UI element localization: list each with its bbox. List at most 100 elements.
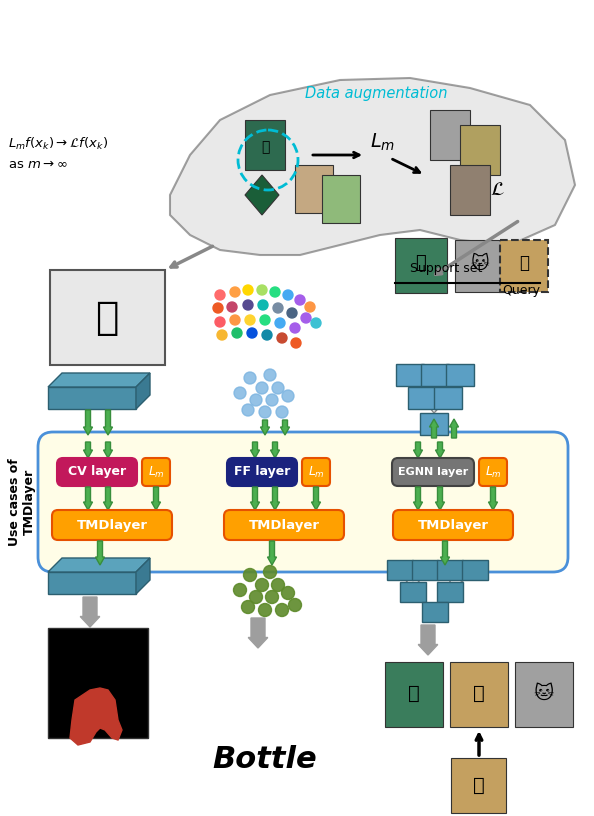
Text: Support set: Support set: [410, 262, 482, 275]
FancyArrow shape: [251, 442, 260, 458]
Circle shape: [287, 308, 297, 318]
Text: $L_m$: $L_m$: [485, 464, 501, 480]
FancyBboxPatch shape: [227, 458, 297, 486]
Circle shape: [215, 290, 225, 300]
Text: Query: Query: [502, 284, 540, 297]
Bar: [437, 582, 463, 602]
Polygon shape: [136, 373, 150, 409]
Circle shape: [311, 318, 321, 328]
Bar: [500, 240, 548, 292]
Bar: [455, 240, 505, 292]
Circle shape: [255, 579, 268, 592]
FancyArrow shape: [270, 487, 280, 510]
Text: 🐕: 🐕: [473, 775, 485, 795]
Text: 🦜: 🦜: [261, 140, 269, 154]
Bar: [437, 560, 463, 580]
FancyArrow shape: [84, 442, 93, 458]
Bar: [430, 110, 470, 160]
Bar: [434, 387, 462, 409]
Bar: [412, 560, 438, 580]
Circle shape: [276, 604, 289, 617]
Text: 🐱: 🐱: [534, 684, 554, 703]
Text: $L_m$: $L_m$: [147, 464, 165, 480]
Text: Data augmentation: Data augmentation: [305, 86, 447, 101]
Circle shape: [243, 285, 253, 295]
Bar: [450, 165, 490, 215]
FancyArrow shape: [261, 420, 270, 435]
FancyArrow shape: [103, 442, 112, 458]
Circle shape: [264, 369, 276, 381]
Text: $\mathcal{L}$: $\mathcal{L}$: [490, 180, 505, 199]
FancyArrow shape: [435, 487, 444, 510]
Bar: [48, 387, 136, 409]
FancyBboxPatch shape: [392, 458, 474, 486]
Circle shape: [260, 315, 270, 325]
Circle shape: [230, 315, 240, 325]
FancyBboxPatch shape: [393, 510, 513, 540]
Circle shape: [215, 317, 225, 327]
Circle shape: [247, 328, 257, 338]
Bar: [245, 120, 285, 170]
Text: Use cases of
TMDlayer: Use cases of TMDlayer: [8, 458, 36, 546]
FancyArrow shape: [413, 487, 422, 510]
FancyArrow shape: [103, 487, 112, 510]
FancyArrow shape: [251, 487, 260, 510]
Circle shape: [290, 323, 300, 333]
Polygon shape: [48, 373, 150, 387]
Circle shape: [282, 390, 294, 402]
Polygon shape: [70, 688, 122, 745]
Bar: [462, 560, 488, 580]
Circle shape: [213, 303, 223, 313]
Bar: [422, 602, 448, 622]
Text: $L_m f(x_k) \rightarrow \mathcal{L}f(x_k)$: $L_m f(x_k) \rightarrow \mathcal{L}f(x_k…: [8, 136, 108, 152]
FancyBboxPatch shape: [38, 432, 568, 572]
FancyArrow shape: [84, 487, 93, 510]
FancyBboxPatch shape: [479, 458, 507, 486]
FancyBboxPatch shape: [224, 510, 344, 540]
Circle shape: [256, 382, 268, 394]
Circle shape: [217, 330, 227, 340]
Circle shape: [250, 394, 262, 406]
Text: EGNN layer: EGNN layer: [398, 467, 468, 477]
Circle shape: [249, 591, 263, 604]
FancyBboxPatch shape: [52, 510, 172, 540]
Text: $L_m$: $L_m$: [370, 132, 395, 153]
Bar: [48, 628, 148, 738]
FancyArrow shape: [80, 597, 100, 627]
FancyArrow shape: [103, 410, 112, 435]
FancyArrow shape: [248, 618, 268, 648]
FancyArrow shape: [280, 420, 289, 435]
Polygon shape: [170, 78, 575, 255]
Circle shape: [258, 604, 271, 617]
Circle shape: [273, 303, 283, 313]
Bar: [50, 270, 165, 365]
Circle shape: [233, 583, 247, 596]
Text: $\mathrm{as}\ m \rightarrow \infty$: $\mathrm{as}\ m \rightarrow \infty$: [8, 158, 68, 171]
Bar: [515, 662, 573, 727]
Circle shape: [234, 387, 246, 399]
FancyArrow shape: [435, 442, 444, 458]
FancyArrow shape: [96, 541, 105, 565]
Text: $L_m$: $L_m$: [308, 464, 324, 480]
Circle shape: [283, 290, 293, 300]
Circle shape: [259, 406, 271, 418]
Bar: [48, 572, 136, 594]
Bar: [387, 560, 413, 580]
Circle shape: [272, 382, 284, 394]
Circle shape: [242, 601, 254, 614]
Bar: [460, 125, 500, 175]
FancyArrow shape: [413, 442, 422, 458]
FancyBboxPatch shape: [302, 458, 330, 486]
Circle shape: [243, 300, 253, 310]
FancyArrow shape: [488, 487, 498, 510]
Text: Bottle: Bottle: [213, 746, 317, 774]
Circle shape: [271, 579, 285, 592]
FancyArrow shape: [418, 625, 438, 655]
Circle shape: [262, 330, 272, 340]
Text: FF layer: FF layer: [234, 465, 290, 478]
Polygon shape: [48, 558, 150, 572]
Circle shape: [277, 333, 287, 343]
Text: TMDlayer: TMDlayer: [248, 518, 320, 531]
Bar: [396, 364, 424, 386]
Text: 🐕: 🐕: [519, 254, 529, 272]
